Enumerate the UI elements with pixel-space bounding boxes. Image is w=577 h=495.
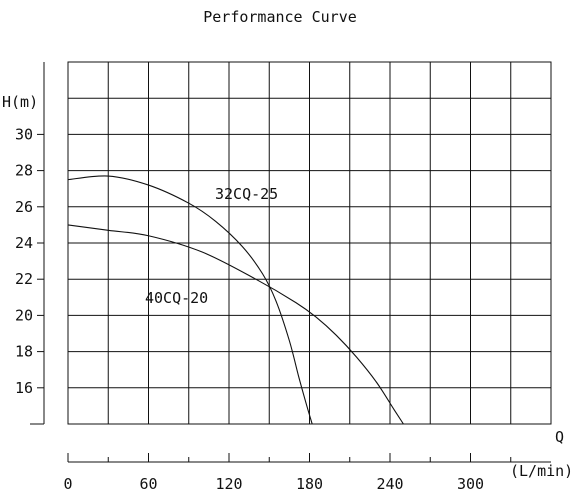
x-tick-label: 120	[215, 475, 242, 493]
series-label: 32CQ-25	[215, 185, 278, 203]
y-tick-label: 26	[15, 198, 33, 216]
y-tick-label: 28	[15, 162, 33, 180]
x-tick-label: 300	[457, 475, 484, 493]
x-axis-unit: (L/min)	[510, 462, 573, 480]
plot-grid	[67, 61, 552, 425]
y-tick-label: 30	[15, 125, 33, 143]
x-axis-label: Q	[555, 428, 564, 446]
y-tick-label: 24	[15, 234, 33, 252]
y-tick-label: 16	[15, 379, 33, 397]
chart-title: Performance Curve	[203, 8, 357, 26]
x-axis: 0 60 120 180 240 300	[63, 453, 551, 493]
y-tick-label: 20	[15, 306, 33, 324]
x-tick-label: 0	[63, 475, 72, 493]
y-tick-label: 22	[15, 270, 33, 288]
series-label: 40CQ-20	[145, 289, 208, 307]
curves: 32CQ-25 40CQ-20	[67, 175, 404, 425]
x-tick-label: 180	[296, 475, 323, 493]
y-axis: 16 18 20 22 24 26 28 30	[15, 62, 45, 425]
x-tick-label: 60	[139, 475, 157, 493]
y-tick-label: 18	[15, 343, 33, 361]
curve-32CQ-25	[67, 175, 313, 425]
curve-40CQ-20	[67, 224, 404, 425]
x-tick-label: 240	[376, 475, 403, 493]
y-axis-label: H(m)	[2, 93, 38, 111]
